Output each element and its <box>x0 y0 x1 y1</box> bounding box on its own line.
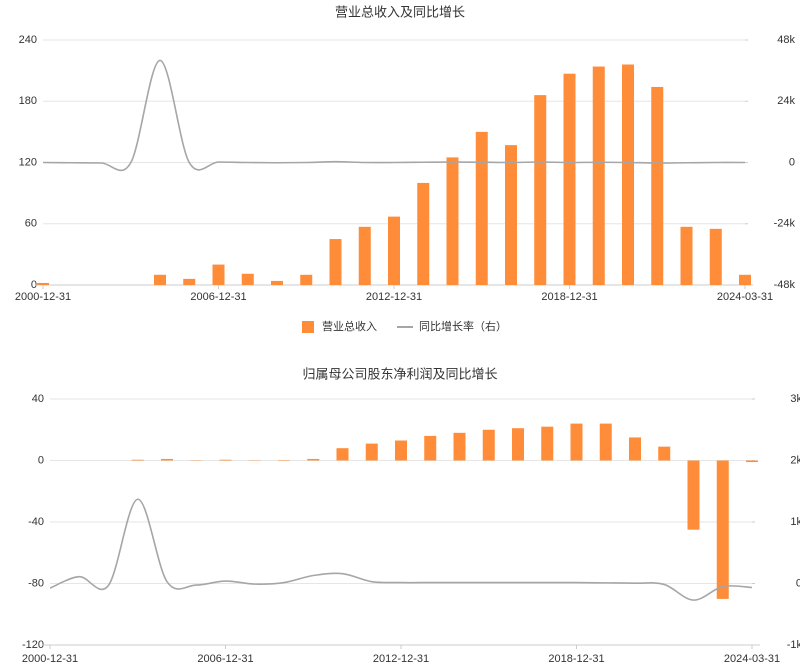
bar <box>395 440 407 461</box>
y-tick-label: 0 <box>31 279 37 291</box>
bar <box>131 459 144 461</box>
bar <box>161 458 173 461</box>
y2-tick-label: -24k <box>774 218 796 230</box>
bar <box>746 460 758 463</box>
bar <box>475 131 488 285</box>
y2-tick-label: 2k <box>790 454 800 466</box>
y2-tick-label: -48k <box>774 279 796 291</box>
y-tick-label: 240 <box>19 34 37 46</box>
bar <box>482 429 495 461</box>
bar <box>709 228 722 285</box>
bar <box>739 274 751 285</box>
bar <box>37 282 49 285</box>
y-tick-label: -120 <box>22 639 44 651</box>
bar <box>154 274 166 285</box>
legend-label: 营业总收入 <box>322 319 377 333</box>
y2-tick-label: -1k <box>787 639 800 651</box>
bar <box>336 448 349 461</box>
legend-swatch <box>302 321 314 333</box>
bar <box>453 432 466 461</box>
bar <box>651 86 664 285</box>
line <box>49 498 753 601</box>
bar <box>212 264 225 285</box>
bar <box>219 459 232 461</box>
y2-tick-label: 24k <box>777 95 795 107</box>
bar <box>183 278 196 285</box>
y-tick-label: 120 <box>19 156 37 168</box>
x-tick-label: 2012-12-31 <box>366 291 422 303</box>
line <box>42 59 746 172</box>
y-tick-label: -80 <box>28 577 44 589</box>
bar <box>592 66 605 286</box>
bar <box>424 435 437 461</box>
x-tick-label: 2006-12-31 <box>197 653 253 665</box>
y2-tick-label: 48k <box>777 34 795 46</box>
bar <box>446 157 459 285</box>
bar <box>541 426 554 461</box>
x-tick-label: 2018-12-31 <box>541 291 597 303</box>
x-tick-label: 2024-03-31 <box>724 653 780 665</box>
bar <box>358 226 371 285</box>
bar <box>534 95 547 285</box>
bar <box>300 274 313 285</box>
bar <box>629 437 641 461</box>
x-tick-label: 2018-12-31 <box>548 653 604 665</box>
x-tick-label: 2000-12-31 <box>15 291 71 303</box>
bar <box>329 239 342 285</box>
bar <box>687 460 700 530</box>
y2-tick-label: 1k <box>790 516 800 528</box>
bar <box>388 216 400 285</box>
legend-label: 同比增长率（右） <box>419 319 507 333</box>
bar <box>658 446 671 461</box>
bar <box>417 182 430 285</box>
bar <box>563 73 576 285</box>
x-tick-label: 2000-12-31 <box>22 653 78 665</box>
bar <box>241 273 254 285</box>
y-tick-label: 180 <box>19 95 37 107</box>
bar <box>680 226 693 285</box>
x-tick-label: 2012-12-31 <box>373 653 429 665</box>
y2-tick-label: 3k <box>790 393 800 405</box>
x-tick-label: 2006-12-31 <box>190 291 246 303</box>
bar <box>505 145 517 285</box>
bar <box>271 280 283 285</box>
x-tick-label: 2024-03-31 <box>717 291 773 303</box>
bar <box>622 64 634 285</box>
y2-tick-label: 0 <box>789 156 795 168</box>
chart-title: 归属母公司股东净利润及同比增长 <box>302 366 497 381</box>
bar <box>512 428 524 461</box>
y-tick-label: 0 <box>38 454 44 466</box>
y-tick-label: -40 <box>28 516 44 528</box>
bar <box>307 458 320 461</box>
bar <box>716 460 729 599</box>
y-tick-label: 60 <box>25 218 37 230</box>
chart-title: 营业总收入及同比增长 <box>335 4 465 19</box>
y-tick-label: 40 <box>32 393 44 405</box>
bar <box>365 443 378 461</box>
bar <box>599 423 612 461</box>
bar <box>570 423 583 461</box>
y2-tick-label: 0 <box>796 577 800 589</box>
